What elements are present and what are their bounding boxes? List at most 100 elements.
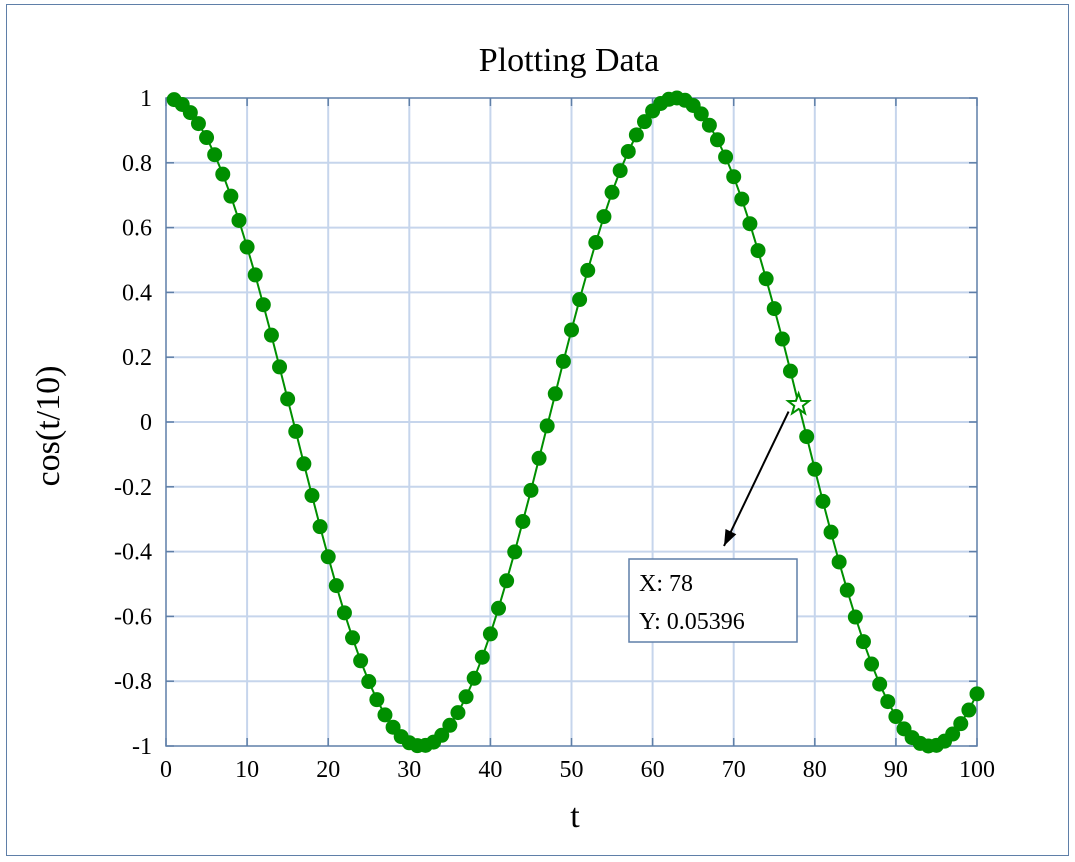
data-point[interactable] — [272, 359, 288, 375]
data-point[interactable] — [507, 544, 523, 560]
data-point[interactable] — [353, 653, 369, 669]
data-point[interactable] — [572, 292, 588, 308]
data-point[interactable] — [361, 674, 377, 690]
data-point[interactable] — [288, 423, 304, 439]
data-point[interactable] — [945, 726, 961, 742]
data-point[interactable] — [880, 694, 896, 710]
data-point[interactable] — [255, 297, 271, 313]
data-point[interactable] — [539, 418, 555, 434]
data-point[interactable] — [320, 549, 336, 565]
datatip-box[interactable] — [628, 558, 798, 643]
data-point[interactable] — [734, 191, 750, 207]
series-cos[interactable] — [166, 90, 985, 754]
data-point[interactable] — [604, 184, 620, 200]
series-line — [173, 96, 978, 748]
data-point[interactable] — [442, 717, 458, 733]
x-tick-label: 50 — [560, 757, 584, 783]
data-point[interactable] — [636, 114, 652, 130]
data-point[interactable] — [969, 686, 985, 702]
data-point[interactable] — [199, 130, 215, 146]
data-point[interactable] — [239, 239, 255, 255]
data-point[interactable] — [482, 626, 498, 642]
data-point[interactable] — [839, 582, 855, 598]
data-point[interactable] — [531, 450, 547, 466]
data-point[interactable] — [345, 630, 361, 646]
y-tick-label: 0 — [140, 410, 152, 436]
data-point[interactable] — [774, 331, 790, 347]
data-point[interactable] — [515, 513, 531, 529]
grid — [166, 98, 977, 746]
data-point[interactable] — [693, 106, 709, 122]
y-tick-label: -0.4 — [114, 540, 152, 566]
data-point[interactable] — [263, 327, 279, 343]
x-tick-label: 70 — [722, 757, 746, 783]
data-point[interactable] — [336, 605, 352, 621]
data-point[interactable] — [815, 493, 831, 509]
data-point[interactable] — [823, 524, 839, 540]
data-point[interactable] — [961, 702, 977, 718]
data-point[interactable] — [296, 456, 312, 472]
data-point[interactable] — [701, 117, 717, 133]
chart-title: Plotting Data — [479, 42, 659, 79]
data-point[interactable] — [766, 301, 782, 317]
data-point[interactable] — [564, 322, 579, 338]
datatip[interactable]: X: 78 Y: 0.05396 — [628, 390, 812, 643]
datatip-arrow — [723, 411, 790, 547]
data-point[interactable] — [555, 353, 571, 369]
data-point[interactable] — [223, 188, 239, 204]
data-point[interactable] — [718, 149, 734, 165]
data-point[interactable] — [580, 262, 596, 278]
data-point[interactable] — [782, 363, 798, 379]
x-tick-label: 30 — [397, 757, 421, 783]
data-point[interactable] — [855, 634, 871, 650]
data-point[interactable] — [215, 166, 231, 182]
data-point[interactable] — [588, 235, 604, 251]
data-point[interactable] — [182, 105, 198, 121]
data-point[interactable] — [434, 727, 450, 743]
data-point[interactable] — [799, 429, 815, 445]
data-point[interactable] — [207, 147, 223, 163]
data-point[interactable] — [523, 482, 539, 498]
x-tick-label: 80 — [803, 757, 827, 783]
data-point[interactable] — [726, 169, 742, 185]
data-point[interactable] — [231, 212, 247, 228]
data-point[interactable] — [953, 716, 969, 732]
data-point[interactable] — [450, 705, 466, 721]
data-point[interactable] — [312, 519, 328, 535]
data-point[interactable] — [831, 554, 847, 570]
data-point[interactable] — [491, 600, 507, 616]
data-point[interactable] — [474, 649, 490, 665]
data-point[interactable] — [709, 132, 725, 148]
data-point[interactable] — [612, 163, 628, 179]
data-point[interactable] — [628, 127, 644, 143]
data-point[interactable] — [304, 488, 320, 504]
data-point[interactable] — [377, 707, 393, 723]
data-point[interactable] — [280, 391, 296, 407]
data-point[interactable] — [872, 676, 888, 692]
data-point[interactable] — [247, 267, 263, 283]
x-tick-label: 20 — [316, 757, 340, 783]
data-point[interactable] — [458, 689, 474, 705]
y-tick-label: -0.6 — [114, 604, 152, 630]
data-point[interactable] — [758, 271, 774, 287]
data-point[interactable] — [888, 709, 904, 725]
data-point[interactable] — [369, 692, 385, 708]
x-tick-label: 60 — [641, 757, 665, 783]
data-point[interactable] — [864, 656, 880, 672]
data-point[interactable] — [750, 243, 766, 259]
data-point[interactable] — [190, 116, 206, 132]
data-point[interactable] — [847, 609, 863, 625]
data-point[interactable] — [466, 670, 482, 686]
datatip-star-marker[interactable] — [785, 390, 812, 416]
data-point[interactable] — [328, 578, 344, 594]
data-point[interactable] — [620, 143, 636, 159]
data-point[interactable] — [742, 216, 758, 232]
data-point[interactable] — [499, 573, 515, 589]
data-point[interactable] — [547, 386, 563, 402]
y-tick-label: 0.2 — [122, 345, 152, 371]
datatip-arrowhead — [724, 529, 737, 546]
datatip-y-text: Y: 0.05396 — [639, 609, 745, 635]
data-point[interactable] — [596, 209, 612, 225]
y-tick-label: 0.6 — [122, 216, 152, 242]
data-point[interactable] — [807, 461, 823, 477]
